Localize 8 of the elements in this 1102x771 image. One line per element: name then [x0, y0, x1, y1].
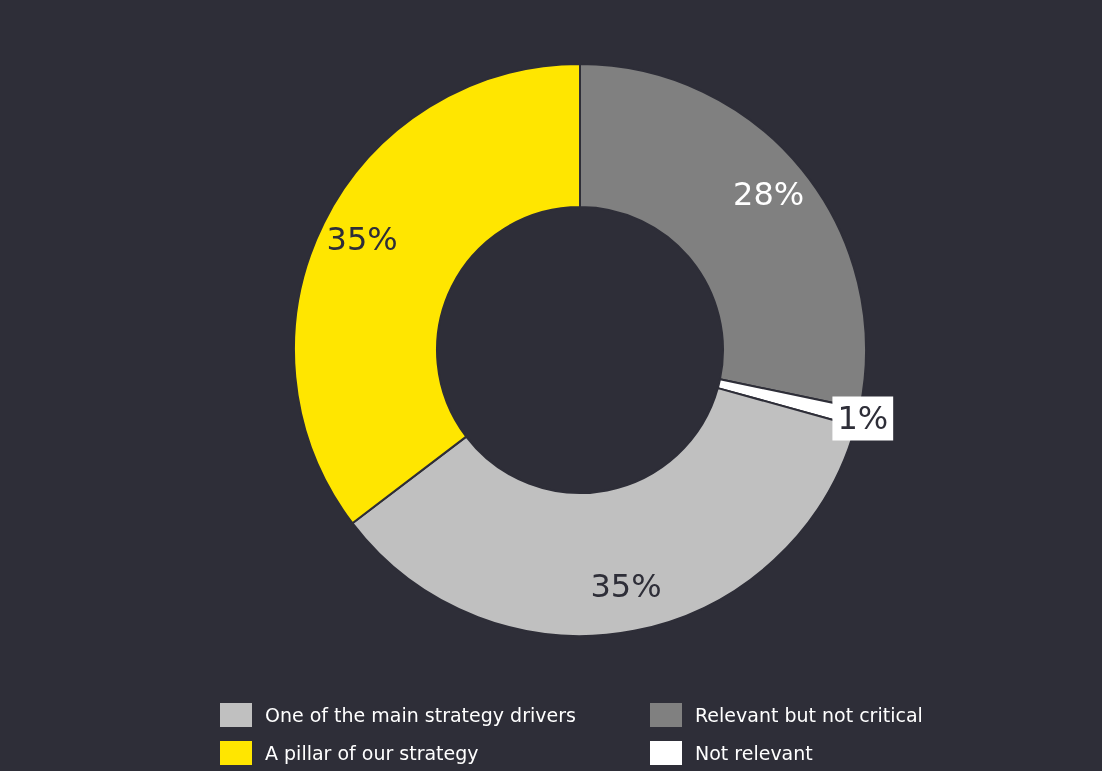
data-label: 1%	[837, 398, 889, 437]
data-label: 35%	[326, 220, 398, 259]
legend-label: Not relevant	[695, 742, 813, 764]
data-label: 28%	[733, 175, 805, 214]
data-label: 35%	[590, 567, 662, 606]
legend-label: A pillar of our strategy	[265, 742, 479, 764]
legend-label: Relevant but not critical	[695, 704, 923, 726]
legend-label: One of the main strategy drivers	[265, 704, 576, 726]
